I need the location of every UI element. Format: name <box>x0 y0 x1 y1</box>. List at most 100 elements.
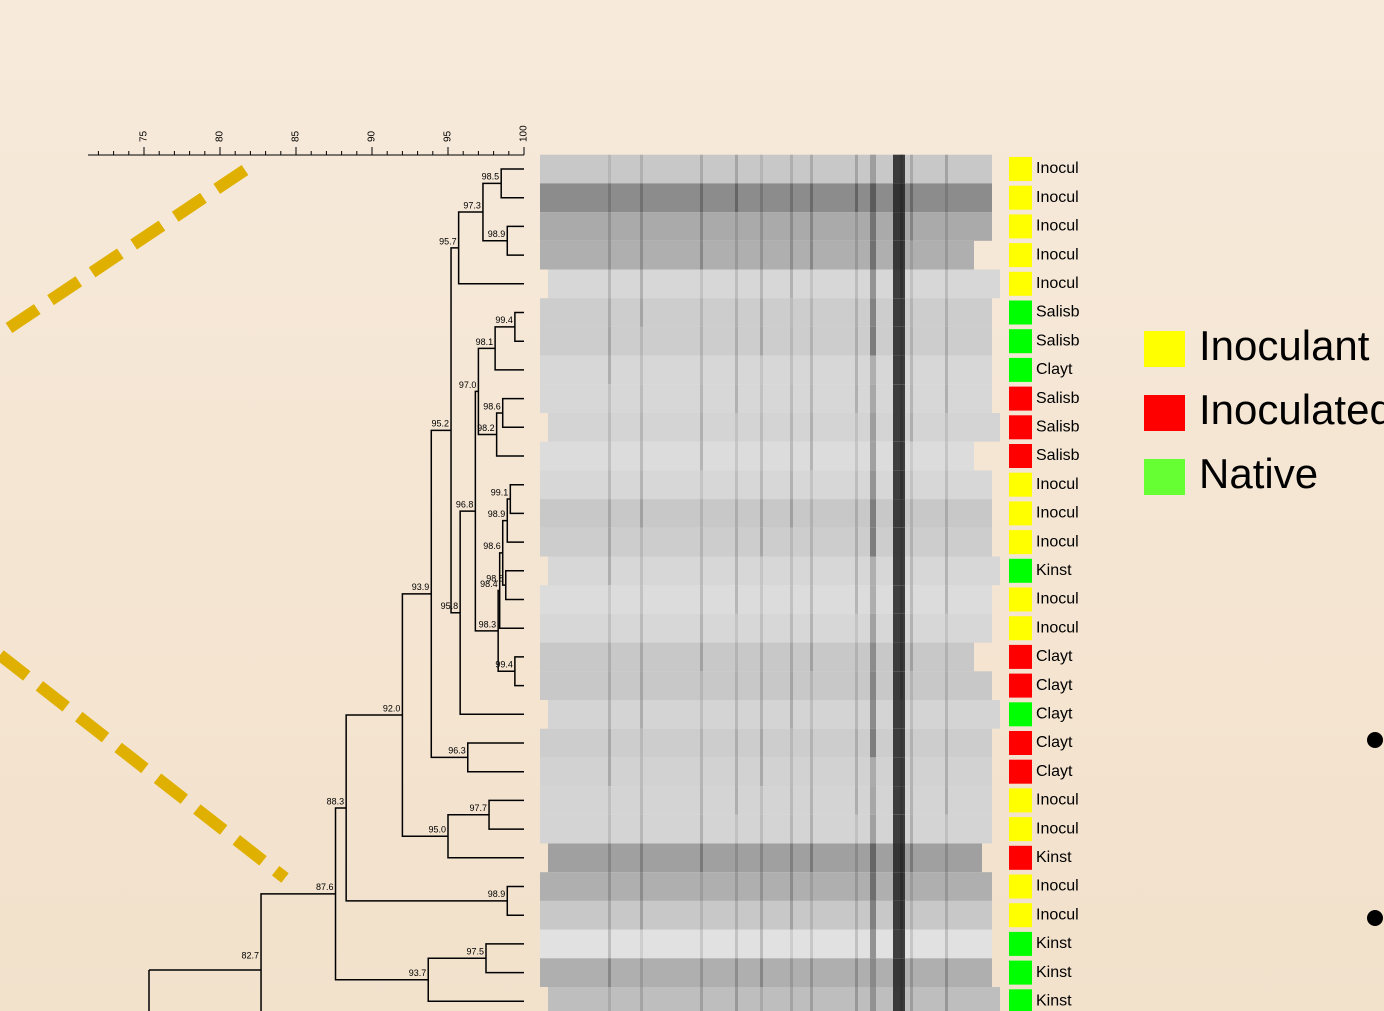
gel-band <box>608 528 611 557</box>
gel-band <box>945 384 948 413</box>
gel-band <box>760 987 763 1011</box>
gel-band <box>700 671 703 700</box>
gel-band <box>810 270 813 299</box>
gel-band <box>910 901 913 930</box>
gel-band <box>893 212 905 241</box>
gel-band <box>790 442 793 471</box>
lane-label: Kinst <box>1036 849 1072 866</box>
gel-band <box>893 614 905 643</box>
node-label: 98.5 <box>482 172 500 182</box>
gel-band <box>870 528 876 557</box>
lane-label: Kinst <box>1036 935 1072 952</box>
gel-band <box>790 384 793 413</box>
gel-band <box>810 729 813 758</box>
gel-band <box>608 241 611 270</box>
gel-band <box>945 442 948 471</box>
gel-band <box>910 212 913 241</box>
gel-band <box>870 241 876 270</box>
gel-band <box>810 298 813 327</box>
gel-band <box>640 786 643 815</box>
lane-label: Inocul <box>1036 878 1079 895</box>
gel-band <box>870 700 876 729</box>
gel-band <box>870 844 876 873</box>
gel-band <box>608 585 611 614</box>
gel-band <box>870 155 876 184</box>
gel-lane <box>540 384 992 413</box>
gel-lane <box>540 327 992 356</box>
lane-key <box>1009 961 1032 985</box>
gel-band <box>945 413 948 442</box>
gel-band <box>790 614 793 643</box>
gel-band <box>945 241 948 270</box>
gel-band <box>870 413 876 442</box>
tick-label: 75 <box>139 130 150 142</box>
gel-band <box>810 901 813 930</box>
lane-key <box>1009 788 1032 812</box>
gel-band <box>790 470 793 499</box>
gel-band <box>790 844 793 873</box>
legend-label: Native <box>1199 450 1318 497</box>
lane-key <box>1009 817 1032 841</box>
gel-band <box>700 987 703 1011</box>
node-label: 98.4 <box>480 579 498 589</box>
gel-band <box>810 844 813 873</box>
gel-band <box>870 356 876 385</box>
gel-lanes <box>540 155 1000 1011</box>
lane-key <box>1009 329 1032 353</box>
gel-band <box>640 212 643 241</box>
gel-band <box>760 356 763 385</box>
gel-band <box>810 958 813 987</box>
gel-band <box>760 442 763 471</box>
gel-band <box>855 499 858 528</box>
lane-label: Clayt <box>1036 648 1073 665</box>
gel-band <box>945 643 948 672</box>
gel-band <box>910 815 913 844</box>
gel-band <box>945 585 948 614</box>
gel-lane <box>540 786 992 815</box>
gel-band <box>870 470 876 499</box>
gel-band <box>608 298 611 327</box>
gel-band <box>910 844 913 873</box>
gel-lane <box>540 643 974 672</box>
gel-band <box>735 643 738 672</box>
page: 7580859095100 98.598.997.395.799.498.198… <box>0 0 1384 1011</box>
tick-label: 90 <box>367 130 378 142</box>
gel-band <box>760 729 763 758</box>
gel-band <box>700 930 703 959</box>
lane-label: Clayt <box>1036 677 1073 694</box>
gel-lane <box>540 499 992 528</box>
gel-band <box>640 327 643 356</box>
gel-band <box>855 528 858 557</box>
lane-label: Salisb <box>1036 447 1080 464</box>
tick-label: 80 <box>215 130 226 142</box>
gel-band <box>735 155 738 184</box>
gel-band <box>700 183 703 212</box>
gel-band <box>760 270 763 299</box>
gel-band <box>700 270 703 299</box>
gel-band <box>810 384 813 413</box>
gel-band <box>870 757 876 786</box>
gel-band <box>945 987 948 1011</box>
lane-key <box>1009 444 1032 468</box>
gel-band <box>735 356 738 385</box>
gel-band <box>700 585 703 614</box>
gel-band <box>910 183 913 212</box>
gel-band <box>608 700 611 729</box>
gel-band <box>870 442 876 471</box>
gel-band <box>810 183 813 212</box>
gel-band <box>810 930 813 959</box>
lane-label: Salisb <box>1036 304 1080 321</box>
gel-band <box>893 270 905 299</box>
gel-band <box>735 384 738 413</box>
gel-lane <box>540 901 992 930</box>
gel-band <box>910 585 913 614</box>
gel-band <box>640 155 643 184</box>
gel-band <box>760 212 763 241</box>
lane-label: Inocul <box>1036 160 1079 177</box>
lane-key <box>1009 559 1032 583</box>
gel-band <box>893 557 905 586</box>
gel-band <box>760 671 763 700</box>
gel-band <box>945 212 948 241</box>
gel-lane <box>548 700 1000 729</box>
lane-key <box>1009 473 1032 497</box>
